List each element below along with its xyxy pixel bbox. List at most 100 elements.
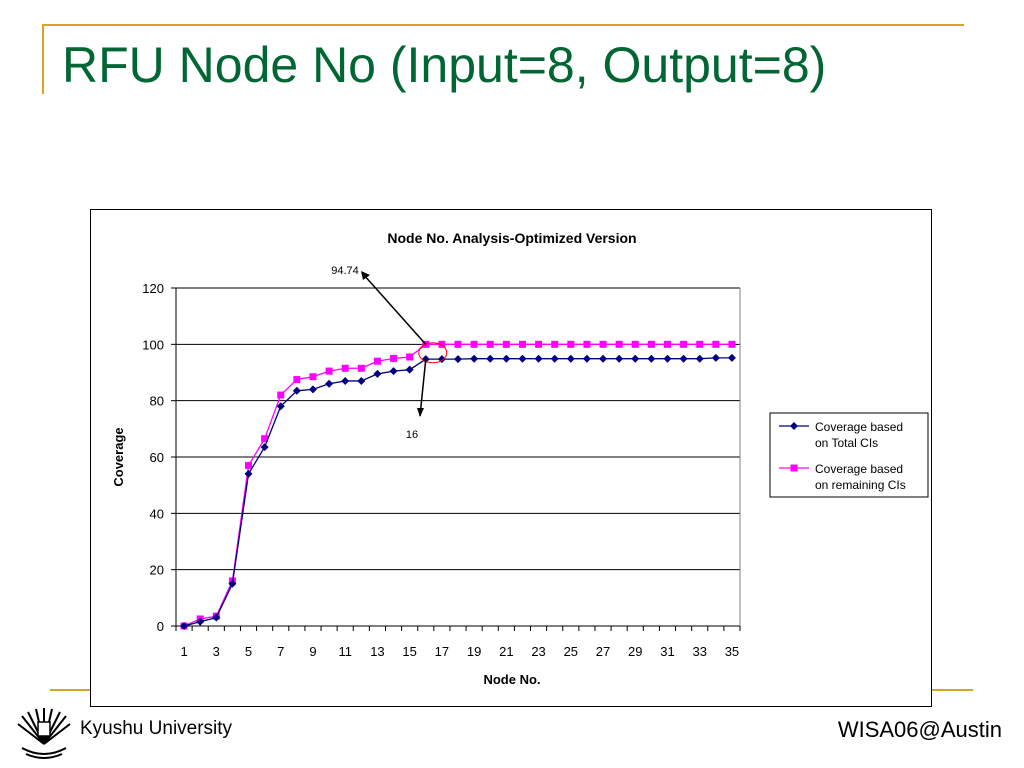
footer-accent-line-right <box>931 689 973 691</box>
data-point <box>663 354 672 363</box>
data-point <box>711 353 720 362</box>
data-point <box>728 340 736 348</box>
data-point <box>341 376 350 385</box>
line-chart: Node No. Analysis-Optimized Version 0 20 40… <box>111 230 929 687</box>
annotation-arrow <box>419 359 427 417</box>
x-tick-label: 25 <box>564 644 578 659</box>
data-point <box>308 385 317 394</box>
data-point <box>325 367 333 375</box>
x-tick-label: 11 <box>338 644 352 659</box>
data-point <box>438 340 446 348</box>
data-point <box>695 354 704 363</box>
data-point <box>663 340 671 348</box>
data-point <box>180 622 189 630</box>
title-accent-line <box>42 24 964 26</box>
legend-label: Coverage based <box>815 420 903 434</box>
annotation-circle <box>418 342 448 364</box>
annotation-arrow <box>362 273 427 345</box>
data-point <box>566 354 575 363</box>
data-point <box>357 364 365 372</box>
x-tick-label: 5 <box>245 644 252 659</box>
data-point <box>583 340 591 348</box>
data-point <box>470 340 478 348</box>
data-point <box>260 443 269 452</box>
data-point <box>647 354 656 363</box>
data-point <box>261 435 269 443</box>
x-tick-label: 17 <box>435 644 449 659</box>
data-point <box>567 340 575 348</box>
data-point <box>551 340 559 348</box>
data-point <box>277 391 285 399</box>
legend-marker <box>790 464 798 472</box>
data-point <box>196 617 205 626</box>
y-tick-label: 80 <box>150 394 164 409</box>
footer-accent-line-left <box>50 689 92 691</box>
data-point <box>486 340 494 348</box>
data-point <box>582 354 591 363</box>
y-tick-label: 60 <box>150 450 164 465</box>
chart-container: Node No. Analysis-Optimized Version 0 20 40… <box>90 209 932 707</box>
x-tick-label: 33 <box>692 644 706 659</box>
x-tick-label: 7 <box>277 644 284 659</box>
data-point <box>647 340 655 348</box>
x-tick-label: 1 <box>180 644 187 659</box>
footer-organization: Kyushu University <box>80 718 233 739</box>
data-point <box>357 376 366 385</box>
x-tick-label: 19 <box>467 644 481 659</box>
data-point <box>679 354 688 363</box>
x-tick-label: 15 <box>402 644 416 659</box>
data-point <box>518 354 527 363</box>
data-point <box>212 613 221 622</box>
series-line <box>183 343 732 627</box>
data-point <box>535 340 543 348</box>
data-point <box>518 340 526 348</box>
data-point <box>405 365 414 374</box>
data-point <box>599 340 607 348</box>
title-accent-vertical-line <box>42 24 44 94</box>
chart-title: Node No. Analysis-Optimized Version <box>387 230 636 246</box>
x-tick-label: 9 <box>309 644 316 659</box>
y-axis-label: Coverage <box>111 427 126 486</box>
data-point <box>502 354 511 363</box>
legend-label: Coverage based <box>815 462 903 476</box>
data-point <box>292 386 301 395</box>
data-point <box>341 364 349 372</box>
data-point <box>727 353 736 362</box>
data-point <box>712 340 720 348</box>
data-point <box>454 340 462 348</box>
x-tick-label: 27 <box>596 644 610 659</box>
annotation-label: 16 <box>406 429 418 441</box>
data-point <box>696 340 704 348</box>
annotation-label: 94.74 <box>331 265 359 277</box>
data-point <box>534 354 543 363</box>
data-point <box>244 469 253 478</box>
data-point <box>599 354 608 363</box>
y-tick-label: 20 <box>150 563 164 578</box>
x-tick-label: 13 <box>370 644 384 659</box>
annotation-arrowhead <box>417 408 424 417</box>
annotation-arrowhead <box>361 271 370 280</box>
data-point <box>389 367 398 376</box>
data-point <box>615 354 624 363</box>
data-point <box>631 354 640 363</box>
data-point <box>228 579 237 588</box>
x-tick-label: 35 <box>725 644 739 659</box>
data-point <box>486 354 495 363</box>
slide-title: RFU Node No (Input=8, Output=8) <box>62 37 827 93</box>
footer-conference: WISA06@Austin <box>837 717 1002 742</box>
data-point <box>421 355 430 364</box>
data-point <box>406 353 414 361</box>
data-point <box>680 340 688 348</box>
x-tick-label: 3 <box>213 644 220 659</box>
y-tick-label: 40 <box>150 506 164 521</box>
data-point <box>615 340 623 348</box>
data-point <box>502 340 510 348</box>
university-logo <box>17 708 71 759</box>
x-tick-label: 29 <box>628 644 642 659</box>
data-point <box>550 354 559 363</box>
data-point <box>470 354 479 363</box>
data-point <box>373 357 381 365</box>
data-point <box>454 355 462 364</box>
legend-label: on Total CIs <box>815 436 878 450</box>
data-point <box>293 376 301 384</box>
